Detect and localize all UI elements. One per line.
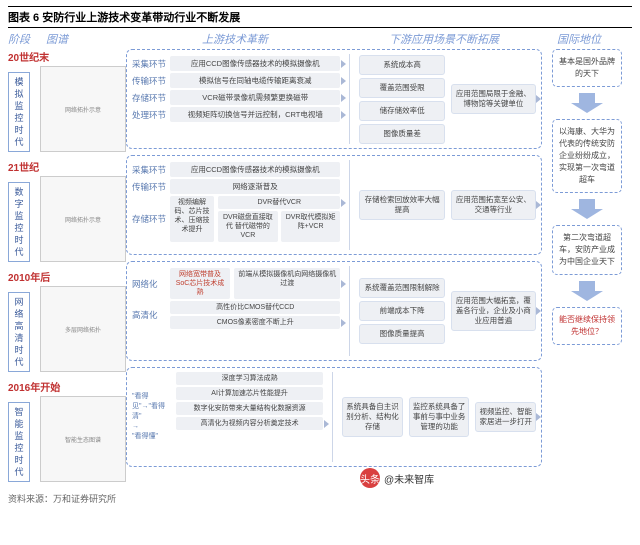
down-cell: 系统成本高: [359, 55, 444, 75]
down-summary: 应用范围大幅拓宽，覆盖各行业，企业及小商业应用普遍: [451, 291, 536, 331]
tag: 存储环节: [132, 92, 166, 104]
watermark-icon: 头条: [360, 468, 380, 488]
down-cell: 图像质量提高: [359, 324, 444, 344]
header-intl: 国际地位: [544, 31, 614, 47]
arrow-icon: →: [132, 422, 170, 432]
up-cell: CMOS像素密度不断上升: [170, 316, 340, 329]
era-period-1: 21世纪: [8, 159, 126, 174]
up-cell: 高清化为视频内容分析奠定技术: [176, 417, 323, 430]
down-mid: 监控系统具备了事前与事中业务管理的功能: [409, 397, 470, 437]
up-cell: 应用CCD图像传感器技术的模拟摄像机: [170, 162, 340, 177]
up-cell: 高性价比CMOS替代CCD: [170, 301, 340, 314]
panel-era-3: "看得见"→"看得清" → "看得懂" 深度学习算法成熟 AI计算加速芯片性能提…: [126, 367, 542, 467]
watermark-text: @未来智库: [384, 471, 434, 486]
tag: 传输环节: [132, 75, 166, 87]
figure-title: 图表 6 安防行业上游技术变革带动行业不断发展: [8, 6, 632, 28]
up-cell: DVR替代VCR: [218, 196, 340, 209]
tag: 采集环节: [132, 58, 166, 70]
header-upstream: 上游技术革新: [126, 31, 344, 47]
up-cell: 网络宽带普及 SoC芯片技术成熟: [170, 268, 230, 299]
up-cell: 深度学习算法成熟: [176, 372, 323, 385]
header-stage: 阶段: [8, 31, 46, 47]
down-cell: 图像质量差: [359, 124, 444, 144]
down-cell: 存储检索回放效率大幅提高: [359, 190, 444, 220]
era-period-2: 2010年后: [8, 269, 126, 284]
tag: 高清化: [132, 309, 166, 321]
up-cell: 前端从模拟摄像机向网络摄像机过渡: [234, 268, 340, 299]
era-stage-2: 网络高清时代: [8, 292, 30, 372]
right-column: 基本是国外品牌的天下 以海康、大华为代表的传统安防企业纷纷成立，实现第一次弯道超…: [552, 49, 622, 489]
era-stage-0: 模拟监控时代: [8, 72, 30, 152]
header-graph: 图谱: [46, 31, 126, 47]
intl-box-2: 第二次弯道超车，安防产业成为中国企业天下: [552, 225, 622, 275]
down-cell: 覆盖范围受限: [359, 78, 444, 98]
tag: 采集环节: [132, 164, 166, 176]
era-period-3: 2016年开始: [8, 379, 126, 394]
down-summary: 应用范围局限于金融、博物馆等关键单位: [451, 84, 536, 114]
panel-era-2: 网络化 网络宽带普及 SoC芯片技术成熟 前端从模拟摄像机向网络摄像机过渡 高清…: [126, 261, 542, 361]
down-cell: 储存储效率低: [359, 101, 444, 121]
up-tag-quote: "看得懂": [132, 432, 170, 442]
down-cell: 前端成本下降: [359, 301, 444, 321]
header-downstream: 下游应用场景不断拓展: [344, 31, 544, 47]
up-cell: VCR磁带录像机需频繁更换磁带: [170, 90, 340, 105]
watermark: 头条 @未来智库: [360, 468, 434, 488]
left-column: 20世纪末 模拟监控时代 网络拓扑示意 21世纪 数字监控时代 网络拓扑示意 2…: [8, 49, 126, 489]
up-cell: 网络逐渐普及: [170, 179, 340, 194]
down-summary: 视频监控、智能家居进一步打开: [475, 402, 536, 432]
era-graph-0: 网络拓扑示意: [40, 66, 126, 152]
up-cell: 数字化安防带来大量结构化数据资源: [176, 402, 323, 415]
era-graph-2: 多层网络拓扑: [40, 286, 126, 372]
down-cell: 系统覆盖范围限制解除: [359, 278, 444, 298]
intl-box-1: 以海康、大华为代表的传统安防企业纷纷成立，实现第一次弯道超车: [552, 119, 622, 193]
down-arrow-icon: [571, 281, 603, 301]
down-cell: 系统具备自主识别分析、结构化存储: [342, 397, 403, 437]
era-stage-3: 智能监控时代: [8, 402, 30, 482]
up-cell: 视频编解码、芯片技术、压缩技术提升: [170, 196, 214, 242]
up-tag-quote: "看得见"→"看得清": [132, 392, 170, 422]
source-line: 资料来源：万和证券研究所: [8, 489, 632, 505]
up-cell: DVR取代模拟矩阵+VCR: [281, 211, 341, 242]
column-headers: 阶段 图谱 上游技术革新 下游应用场景不断拓展 国际地位: [8, 28, 632, 49]
era-graph-3: 智能生态图谱: [40, 396, 126, 482]
tag: 传输环节: [132, 181, 166, 193]
tag: 处理环节: [132, 109, 166, 121]
down-arrow-icon: [571, 93, 603, 113]
up-cell: AI计算加速芯片性能提升: [176, 387, 323, 400]
up-cell: DVR磁盘直接取代 替代磁带的VCR: [218, 211, 278, 242]
era-period-0: 20世纪末: [8, 49, 126, 64]
tag: 存储环节: [132, 213, 166, 225]
intl-box-3: 能否继续保持领先地位？: [552, 307, 622, 345]
intl-box-0: 基本是国外品牌的天下: [552, 49, 622, 87]
middle-column: 采集环节应用CCD图像传感器技术的模拟摄像机 传输环节模拟信号在同轴电缆传输距离…: [126, 49, 542, 489]
up-cell: 视频矩阵切换信号并远控制，CRT电视墙: [170, 107, 340, 122]
tag: 网络化: [132, 278, 166, 290]
era-stage-1: 数字监控时代: [8, 182, 30, 262]
panel-era-0: 采集环节应用CCD图像传感器技术的模拟摄像机 传输环节模拟信号在同轴电缆传输距离…: [126, 49, 542, 149]
down-arrow-icon: [571, 199, 603, 219]
panel-era-1: 采集环节应用CCD图像传感器技术的模拟摄像机 传输环节网络逐渐普及 存储环节 视…: [126, 155, 542, 255]
down-summary: 应用范围拓宽至公安、交通等行业: [451, 190, 536, 220]
era-graph-1: 网络拓扑示意: [40, 176, 126, 262]
up-cell: 应用CCD图像传感器技术的模拟摄像机: [170, 56, 340, 71]
up-cell: 模拟信号在同轴电缆传输距离衰减: [170, 73, 340, 88]
